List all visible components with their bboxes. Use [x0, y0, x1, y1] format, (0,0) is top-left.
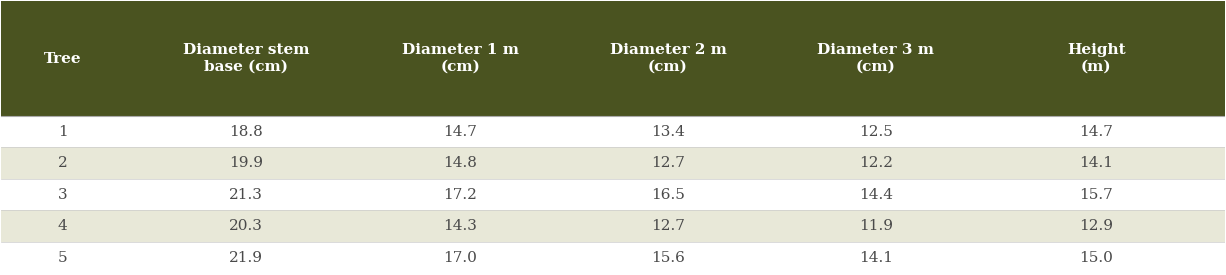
Text: 2: 2: [58, 156, 67, 170]
FancyBboxPatch shape: [1, 147, 1225, 179]
Text: 4: 4: [58, 219, 67, 233]
Text: 12.7: 12.7: [651, 156, 685, 170]
Text: 12.9: 12.9: [1079, 219, 1113, 233]
Text: 15.7: 15.7: [1079, 188, 1113, 202]
Text: 17.2: 17.2: [443, 188, 477, 202]
Text: 14.7: 14.7: [443, 125, 477, 139]
Text: 12.7: 12.7: [651, 219, 685, 233]
Text: 14.3: 14.3: [443, 219, 477, 233]
Text: 14.1: 14.1: [859, 251, 893, 265]
FancyBboxPatch shape: [1, 1, 1225, 116]
Text: 16.5: 16.5: [651, 188, 685, 202]
Text: 13.4: 13.4: [651, 125, 685, 139]
FancyBboxPatch shape: [1, 242, 1225, 274]
Text: 15.0: 15.0: [1079, 251, 1113, 265]
Text: 14.1: 14.1: [1079, 156, 1113, 170]
Text: 5: 5: [58, 251, 67, 265]
Text: 20.3: 20.3: [229, 219, 262, 233]
Text: Height
(m): Height (m): [1067, 43, 1125, 74]
Text: 18.8: 18.8: [229, 125, 262, 139]
Text: 21.3: 21.3: [229, 188, 262, 202]
FancyBboxPatch shape: [1, 116, 1225, 147]
Text: 1: 1: [58, 125, 67, 139]
Text: 12.2: 12.2: [859, 156, 893, 170]
Text: 19.9: 19.9: [229, 156, 264, 170]
Text: 21.9: 21.9: [229, 251, 264, 265]
Text: Diameter stem
base (cm): Diameter stem base (cm): [183, 43, 309, 74]
Text: Tree: Tree: [44, 51, 81, 65]
Text: 14.4: 14.4: [859, 188, 893, 202]
Text: Diameter 2 m
(cm): Diameter 2 m (cm): [609, 43, 727, 74]
Text: 14.8: 14.8: [443, 156, 477, 170]
Text: 17.0: 17.0: [443, 251, 477, 265]
Text: Diameter 3 m
(cm): Diameter 3 m (cm): [818, 43, 934, 74]
Text: 11.9: 11.9: [859, 219, 893, 233]
Text: Diameter 1 m
(cm): Diameter 1 m (cm): [402, 43, 519, 74]
Text: 3: 3: [58, 188, 67, 202]
FancyBboxPatch shape: [1, 179, 1225, 210]
Text: 14.7: 14.7: [1079, 125, 1113, 139]
Text: 12.5: 12.5: [859, 125, 893, 139]
Text: 15.6: 15.6: [651, 251, 685, 265]
FancyBboxPatch shape: [1, 210, 1225, 242]
